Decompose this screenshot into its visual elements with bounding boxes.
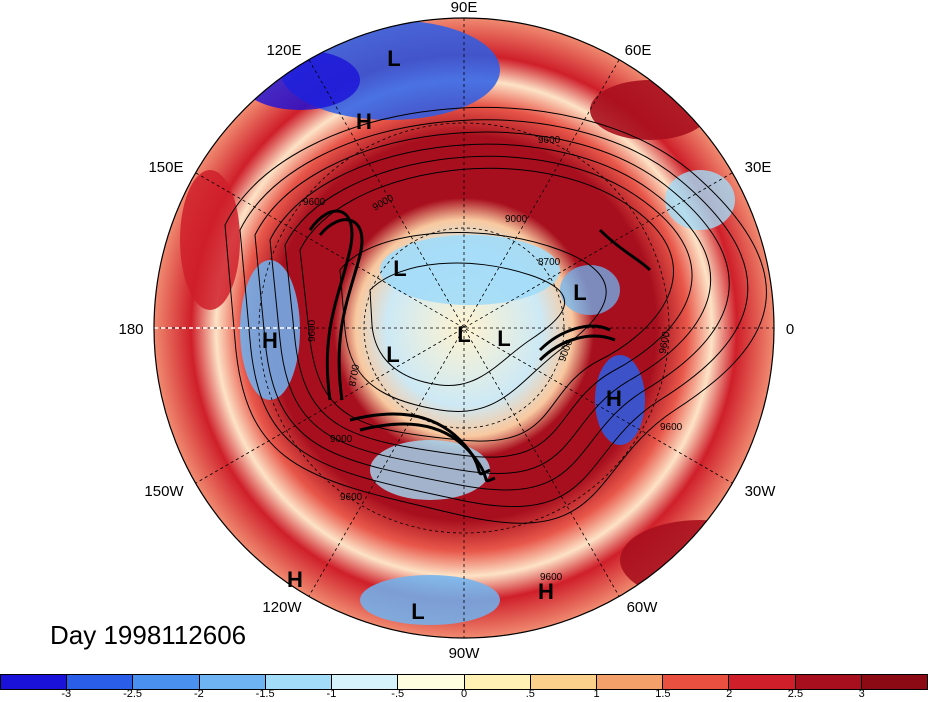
colorbar-segment — [861, 675, 928, 689]
contour-label: 9600 — [540, 572, 563, 583]
colorbar-tick-label: 1.5 — [655, 688, 671, 700]
contour-label: 9600 — [307, 319, 318, 342]
lon-label-120e: 120E — [266, 42, 301, 59]
colorbar-tick-label: .5 — [525, 688, 535, 700]
colorbar-tick-label: -.5 — [391, 688, 405, 700]
pressure-center-high: H — [287, 567, 303, 592]
contour-label: 8700 — [538, 257, 561, 268]
lon-label-60e: 60E — [625, 42, 652, 59]
colorbar-tick-label: 2 — [726, 688, 733, 700]
pressure-center-low: L — [411, 599, 424, 624]
contour-label: 9000 — [505, 214, 528, 225]
colorbar-segment — [67, 675, 134, 689]
colorbar-segment — [530, 675, 597, 689]
lon-label-30w: 30W — [745, 483, 777, 500]
colorbar-segment — [265, 675, 333, 689]
map-boundary — [153, 17, 775, 639]
pressure-center-low: L — [387, 46, 400, 71]
contour-label: 9600 — [340, 492, 363, 503]
polar-stereographic-map: 90E 60E 30E 0 30W 60W 90W 120W 150W 180 … — [118, 0, 794, 662]
pressure-center-high: H — [606, 386, 622, 411]
pressure-centers: L H L L L L L H H H H L — [262, 46, 622, 624]
colorbar-segment — [332, 675, 399, 689]
lon-label-180: 180 — [118, 321, 143, 338]
colorbar-tick-label: 0 — [460, 688, 468, 700]
date-label: Day 1998112606 — [50, 620, 247, 650]
lon-label-150e: 150E — [148, 159, 183, 176]
colorbar-segment — [1, 675, 68, 689]
pressure-center-high: H — [356, 109, 372, 134]
colorbar-tick-label: -2 — [193, 688, 204, 700]
contour-label: 8700 — [347, 363, 362, 387]
pressure-center-low: L — [393, 256, 406, 281]
longitude-labels: 90E 60E 30E 0 30W 60W 90W 120W 150W 180 … — [118, 0, 794, 662]
height-contours — [224, 107, 767, 524]
colorbar-tick-label: -1.5 — [255, 688, 275, 700]
pressure-center-high: H — [262, 328, 278, 353]
colorbar-segment — [795, 675, 862, 689]
contour-label: 9000 — [330, 434, 353, 445]
colorbar-segment — [398, 675, 465, 689]
contour-label: 9600 — [538, 135, 561, 146]
colorbar — [0, 674, 928, 690]
pressure-center-low: L — [497, 326, 510, 351]
contour-label: 9600 — [660, 422, 683, 433]
colorbar-tick-label: 3 — [858, 688, 865, 700]
contour-label: 9600 — [658, 330, 673, 354]
lon-label-90e: 90E — [451, 0, 478, 16]
colorbar-segment — [729, 675, 796, 689]
colorbar-tick-labels: -3 -2.5 -2 -1.5 -1 -.5 0 .5 1 1.5 2 2.5 3 — [0, 688, 928, 702]
colorbar-segment — [133, 675, 200, 689]
lon-label-90w: 90W — [449, 645, 481, 662]
colorbar-tick-label: 1 — [593, 688, 600, 700]
anomaly-field — [154, 18, 774, 638]
colorbar-tick-label: -2.5 — [123, 688, 143, 700]
pressure-center-low: L — [386, 342, 399, 367]
colorbar-segment — [199, 675, 266, 689]
colorbar-segment — [663, 675, 730, 689]
colorbar-segment — [464, 675, 531, 689]
pressure-center-low: L — [457, 322, 470, 347]
lon-label-0: 0 — [786, 321, 794, 338]
pressure-center-high: H — [538, 579, 554, 604]
pressure-center-low: L — [573, 280, 586, 305]
lon-label-30e: 30E — [745, 159, 772, 176]
lon-label-120w: 120W — [262, 599, 302, 616]
colorbar-segment — [596, 675, 664, 689]
contour-labels: 9600 9600 9600 9600 9000 9000 9000 9000 … — [303, 135, 683, 583]
colorbar-tick-label: 2.5 — [787, 688, 804, 700]
lon-label-60w: 60W — [627, 599, 659, 616]
colorbar-tick-label: -3 — [61, 688, 72, 700]
colorbar-tick-label: -1 — [326, 688, 337, 700]
contour-label: 9600 — [303, 197, 326, 208]
lon-label-150w: 150W — [144, 483, 184, 500]
